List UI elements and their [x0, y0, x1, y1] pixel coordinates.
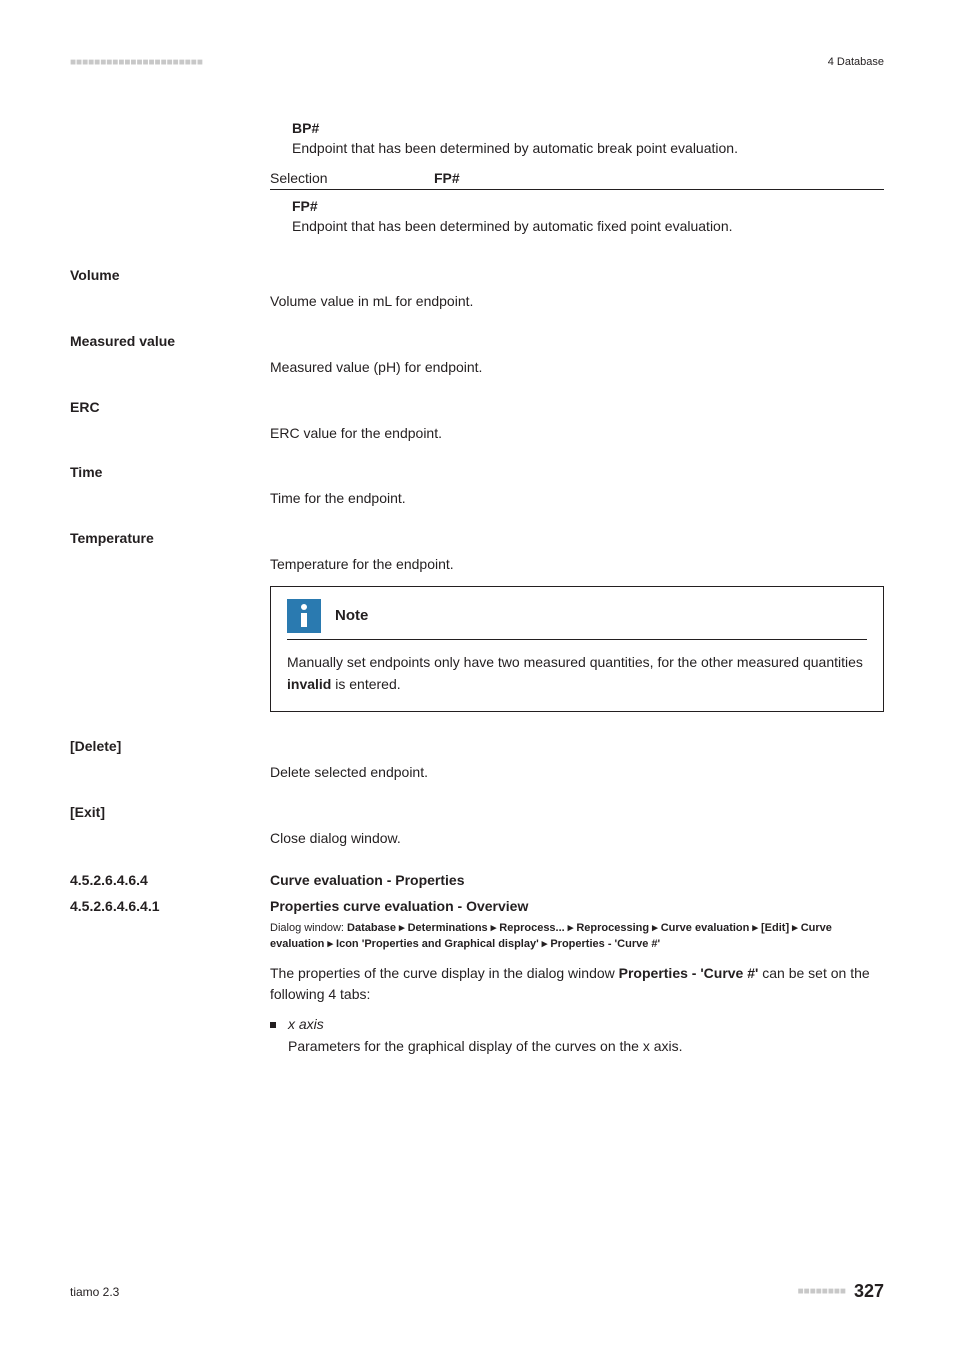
footer-left: tiamo 2.3	[70, 1285, 119, 1299]
note-box: Note Manually set endpoints only have tw…	[270, 586, 884, 712]
section-2-para: The properties of the curve display in t…	[270, 963, 884, 1006]
bullet-item: x axis Parameters for the graphical disp…	[270, 1014, 884, 1057]
note-title: Note	[335, 607, 368, 624]
note-body-b: invalid	[287, 676, 331, 692]
selection-label: Selection	[270, 170, 434, 186]
bullet-text: Parameters for the graphical display of …	[288, 1038, 683, 1054]
fp-block: FP# Endpoint that has been determined by…	[270, 198, 884, 238]
section-2-title: Properties curve evaluation - Overview	[270, 898, 884, 914]
volume-text: Volume value in mL for endpoint.	[270, 265, 884, 313]
delete-text: Delete selected endpoint.	[270, 736, 884, 784]
footer-dashes: ■■■■■■■■	[798, 1286, 846, 1297]
header-dashes: ■■■■■■■■■■■■■■■■■■■■■■	[70, 57, 203, 68]
note-body: Manually set endpoints only have two mea…	[287, 652, 867, 695]
time-label: Time	[70, 462, 270, 480]
page-content: BP# Endpoint that has been determined by…	[70, 120, 884, 1057]
temperature-label: Temperature	[70, 528, 270, 546]
bp-title: BP#	[292, 120, 884, 136]
section-1-title: Curve evaluation - Properties	[270, 872, 884, 888]
selection-row: Selection FP#	[270, 170, 884, 190]
bp-desc: Endpoint that has been determined by aut…	[292, 138, 884, 160]
breadcrumb-path: Database ▸ Determinations ▸ Reprocess...…	[270, 922, 832, 951]
exit-label: [Exit]	[70, 802, 270, 820]
fp-desc: Endpoint that has been determined by aut…	[292, 216, 884, 238]
fp-title: FP#	[292, 198, 884, 214]
note-body-a: Manually set endpoints only have two mea…	[287, 654, 863, 670]
section-1-num: 4.5.2.6.4.6.4	[70, 872, 270, 888]
selection-value: FP#	[434, 170, 460, 186]
section-2-num: 4.5.2.6.4.6.4.1	[70, 898, 270, 914]
delete-label: [Delete]	[70, 736, 270, 754]
breadcrumb: Dialog window: Database ▸ Determinations…	[270, 920, 884, 953]
breadcrumb-label: Dialog window:	[270, 922, 347, 934]
time-text: Time for the endpoint.	[270, 462, 884, 510]
page-header: ■■■■■■■■■■■■■■■■■■■■■■ 4 Database	[70, 56, 884, 68]
page-footer: tiamo 2.3 ■■■■■■■■ 327	[70, 1281, 884, 1302]
volume-label: Volume	[70, 265, 270, 283]
erc-label: ERC	[70, 397, 270, 415]
para-a: The properties of the curve display in t…	[270, 965, 619, 981]
bp-block: BP# Endpoint that has been determined by…	[270, 120, 884, 160]
measured-label: Measured value	[70, 331, 270, 349]
bullet-title: x axis	[288, 1016, 324, 1032]
measured-text: Measured value (pH) for endpoint.	[270, 331, 884, 379]
note-body-c: is entered.	[331, 676, 400, 692]
bullet-icon	[270, 1022, 276, 1028]
exit-text: Close dialog window.	[270, 802, 884, 850]
footer-page-number: 327	[854, 1281, 884, 1302]
header-section-label: 4 Database	[828, 56, 884, 68]
erc-text: ERC value for the endpoint.	[270, 397, 884, 445]
info-icon	[287, 599, 321, 633]
para-b: Properties - 'Curve #'	[619, 965, 759, 981]
temperature-text: Temperature for the endpoint.	[270, 554, 884, 576]
